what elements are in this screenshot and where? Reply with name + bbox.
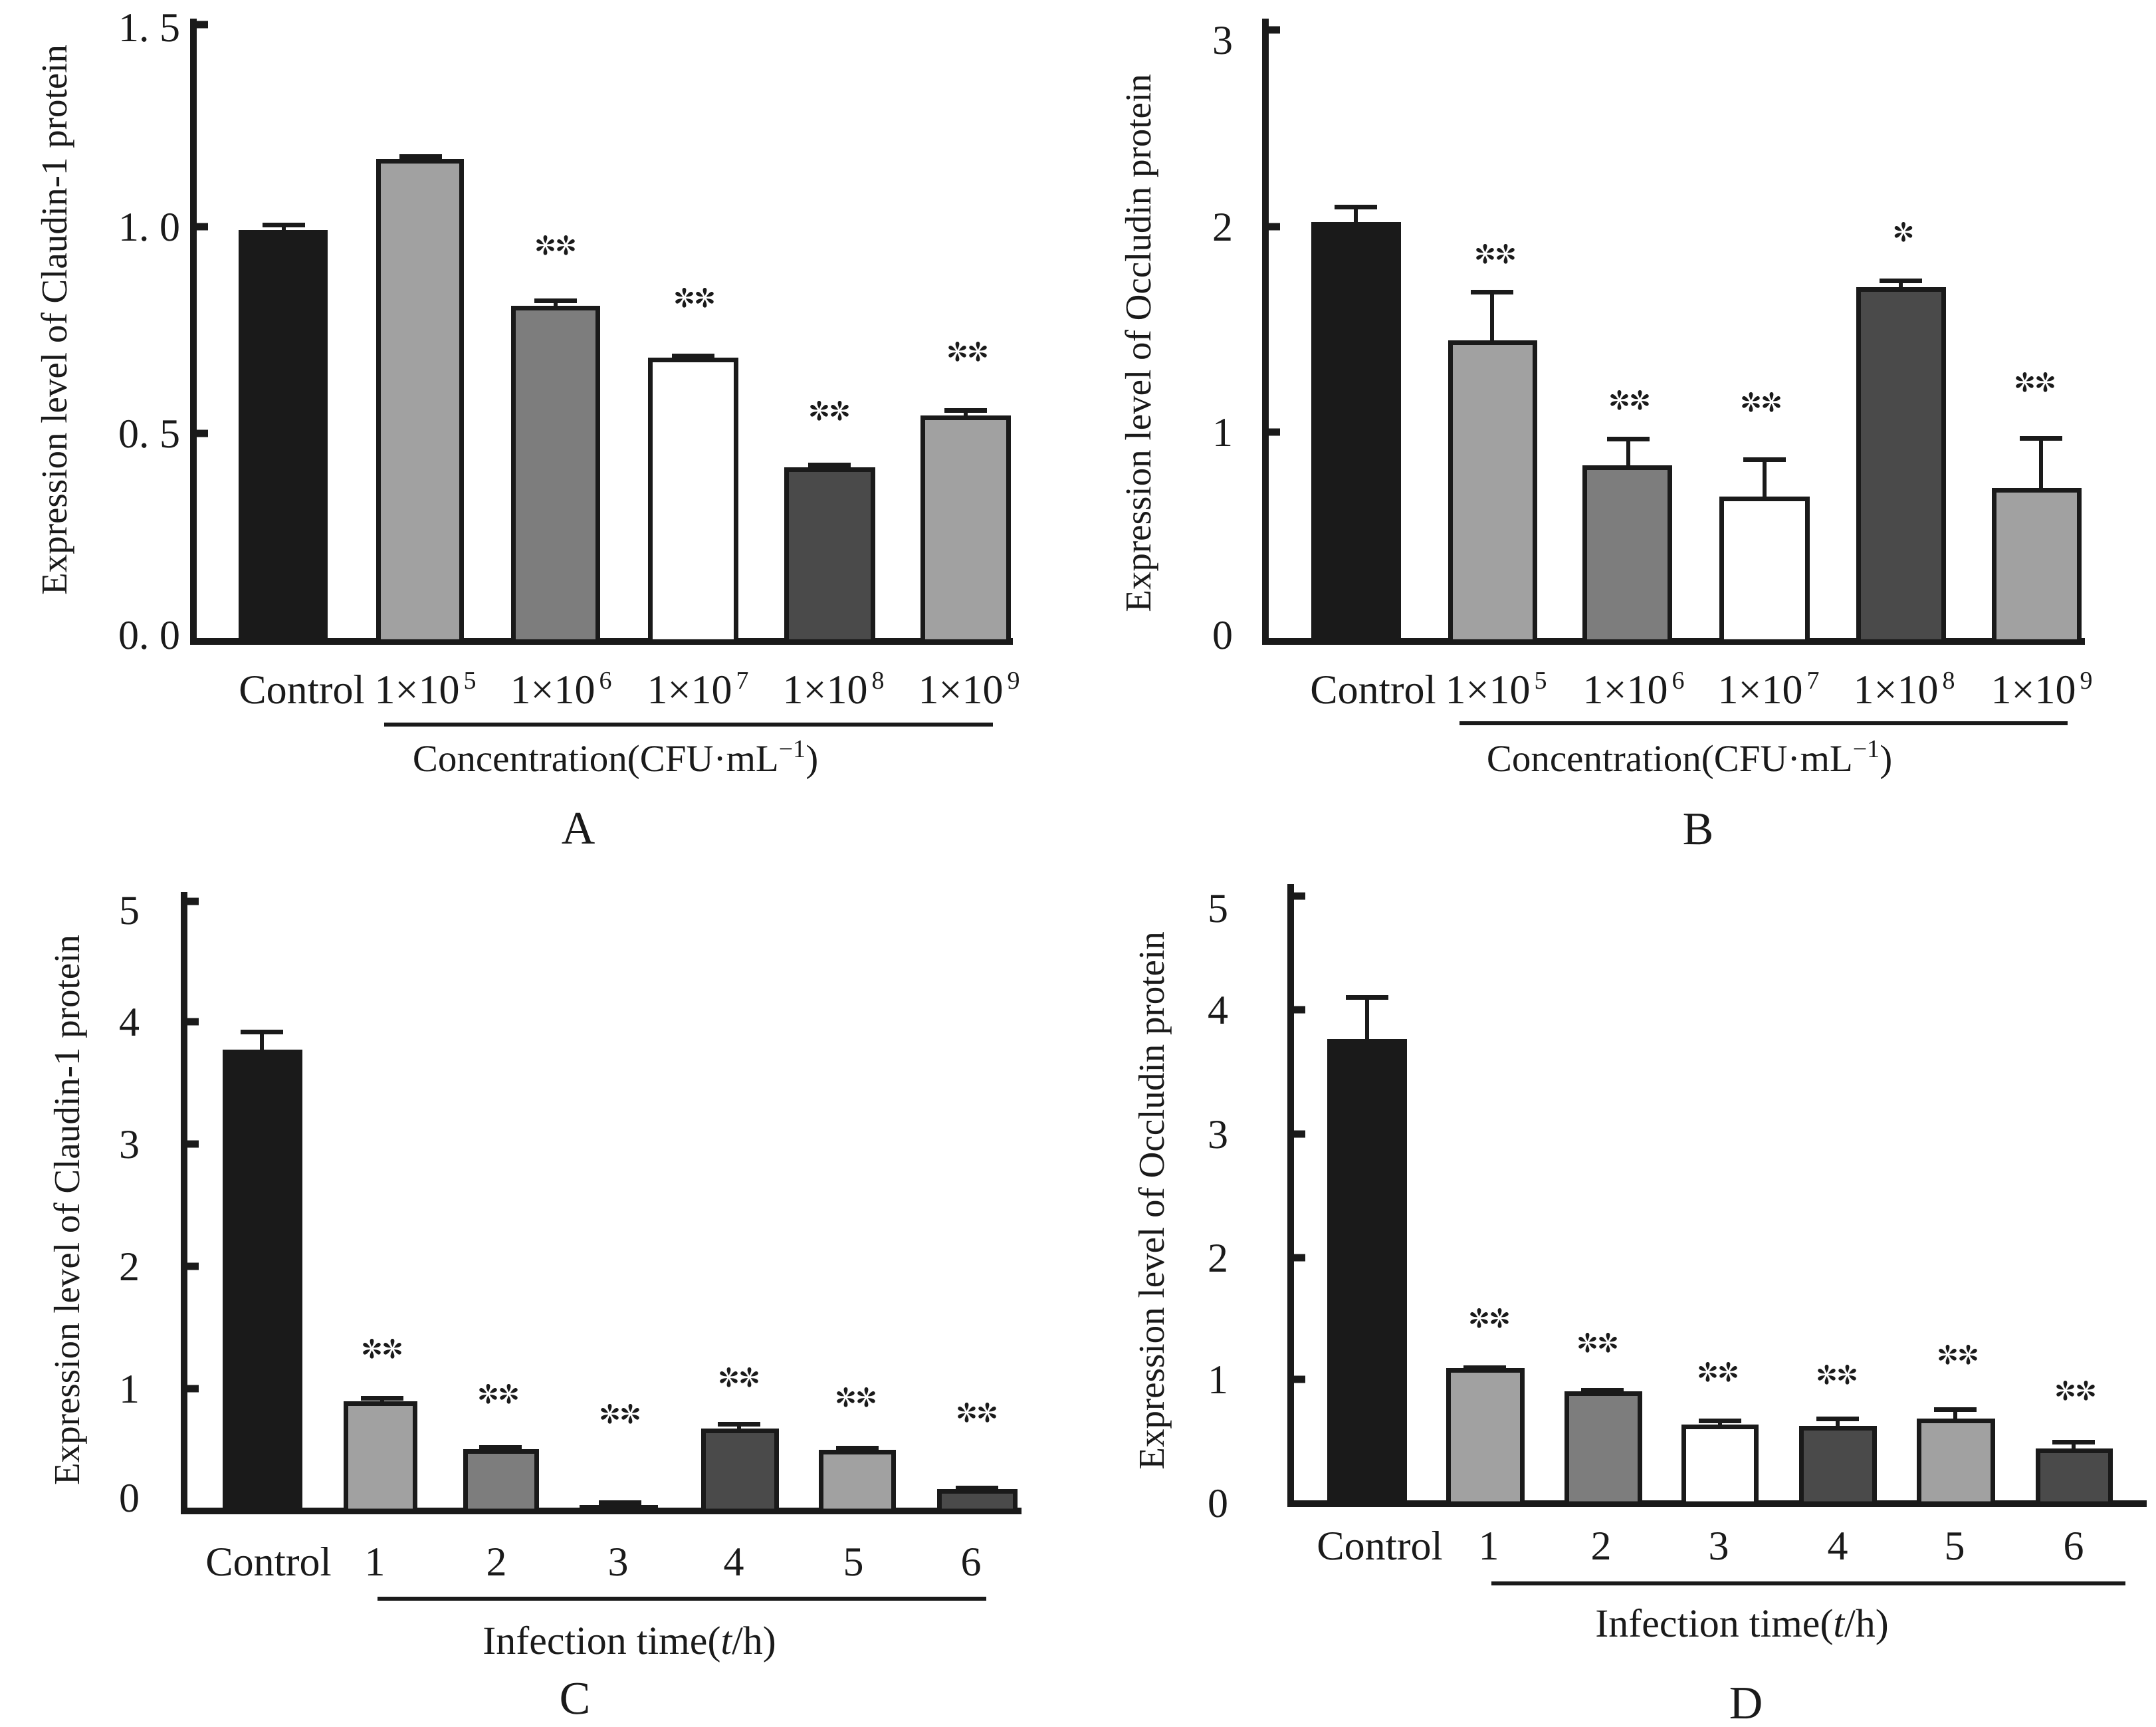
svg-text:1. 0: 1. 0 <box>118 205 180 250</box>
svg-text:6: 6 <box>2064 1524 2084 1569</box>
svg-text:B: B <box>1683 804 1714 855</box>
svg-text:3: 3 <box>1212 18 1233 63</box>
svg-text:A: A <box>562 803 595 854</box>
svg-text:5: 5 <box>1945 1524 1965 1569</box>
svg-text:Expression level of Claudin-1: Expression level of Claudin-1 protein <box>47 935 87 1485</box>
svg-text:2: 2 <box>486 1540 507 1585</box>
svg-text:0: 0 <box>1212 613 1233 658</box>
svg-text:Infection time(t/h): Infection time(t/h) <box>1595 1601 1889 1645</box>
svg-text:4: 4 <box>1828 1524 1848 1569</box>
svg-text:1: 1 <box>119 1367 140 1412</box>
svg-text:1: 1 <box>1479 1524 1499 1569</box>
svg-text:Concentration(CFU·mL−1): Concentration(CFU·mL−1) <box>413 735 818 780</box>
svg-text:1: 1 <box>1208 1357 1228 1403</box>
svg-text:5: 5 <box>843 1540 864 1585</box>
svg-text:4: 4 <box>119 1000 140 1045</box>
svg-text:0. 5: 0. 5 <box>118 411 180 457</box>
svg-text:5: 5 <box>119 888 140 933</box>
svg-text:Expression level of Occludin p: Expression level of Occludin protein <box>1131 931 1172 1470</box>
svg-text:1: 1 <box>1212 410 1233 455</box>
svg-text:1×107: 1×10 7 <box>647 667 749 713</box>
svg-text:D: D <box>1729 1678 1763 1727</box>
svg-text:2: 2 <box>1591 1524 1612 1569</box>
svg-text:Control: Control <box>239 667 364 713</box>
svg-text:6: 6 <box>961 1540 982 1585</box>
svg-text:0: 0 <box>119 1476 140 1521</box>
svg-text:0. 0: 0. 0 <box>118 613 180 658</box>
svg-text:1×106: 1×10 6 <box>1583 667 1685 713</box>
svg-text:Expression level of Claudin-1: Expression level of Claudin-1 protein <box>34 45 74 595</box>
svg-text:C: C <box>560 1673 591 1724</box>
svg-text:3: 3 <box>119 1122 140 1167</box>
svg-text:3: 3 <box>1709 1524 1729 1569</box>
svg-text:1×105: 1×10 5 <box>1446 667 1547 713</box>
svg-text:4: 4 <box>724 1540 744 1585</box>
svg-text:Expression level of Occludin p: Expression level of Occludin protein <box>1118 74 1158 612</box>
svg-text:1. 5: 1. 5 <box>118 5 180 51</box>
svg-text:1×108: 1×10 8 <box>783 667 885 713</box>
svg-text:1×105: 1×10 5 <box>375 667 477 713</box>
svg-text:2: 2 <box>1208 1236 1228 1281</box>
svg-text:1×106: 1×10 6 <box>510 667 612 713</box>
svg-text:3: 3 <box>1208 1112 1228 1157</box>
svg-text:3: 3 <box>608 1540 629 1585</box>
svg-text:5: 5 <box>1208 886 1228 931</box>
svg-text:1: 1 <box>365 1540 385 1585</box>
svg-text:Control: Control <box>1310 667 1436 713</box>
svg-text:1×109: 1×10 9 <box>918 667 1020 713</box>
svg-text:Concentration(CFU·mL−1): Concentration(CFU·mL−1) <box>1487 735 1892 780</box>
svg-text:1×108: 1×10 8 <box>1854 667 1955 713</box>
svg-text:Infection time(t/h): Infection time(t/h) <box>483 1619 776 1663</box>
svg-text:Control: Control <box>205 1540 331 1585</box>
svg-text:2: 2 <box>119 1244 140 1290</box>
svg-text:Control: Control <box>1317 1524 1442 1569</box>
svg-text:1×109: 1×10 9 <box>1991 667 2093 713</box>
svg-text:0: 0 <box>1208 1481 1228 1526</box>
svg-text:2: 2 <box>1212 205 1233 250</box>
svg-text:4: 4 <box>1208 988 1228 1033</box>
svg-text:1×107: 1×10 7 <box>1718 667 1820 713</box>
